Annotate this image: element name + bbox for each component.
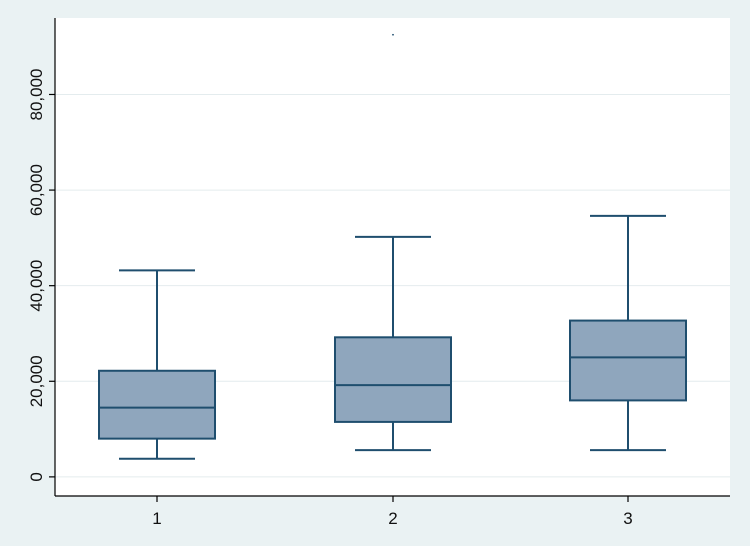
iqr-box — [98, 369, 216, 440]
boxes-group — [98, 33, 687, 460]
iqr-box — [569, 319, 687, 402]
box-group-1 — [98, 269, 216, 460]
x-axis-ticks: 1 2 3 — [152, 496, 633, 528]
box-group-2 — [334, 33, 452, 452]
y-tick-label: 60,000 — [27, 164, 46, 216]
y-tick-label: 0 — [27, 472, 46, 481]
x-tick-label: 1 — [152, 509, 161, 528]
y-axis-ticks: 0 20,000 40,000 60,000 80,000 — [27, 68, 55, 482]
outlier-point — [392, 33, 394, 36]
y-tick-label: 40,000 — [27, 260, 46, 312]
y-tick-label: 80,000 — [27, 68, 46, 120]
x-tick-label: 3 — [623, 509, 632, 528]
box-group-3 — [569, 214, 687, 452]
x-tick-label: 2 — [388, 509, 397, 528]
y-tick-label: 20,000 — [27, 355, 46, 407]
iqr-box — [334, 336, 452, 423]
